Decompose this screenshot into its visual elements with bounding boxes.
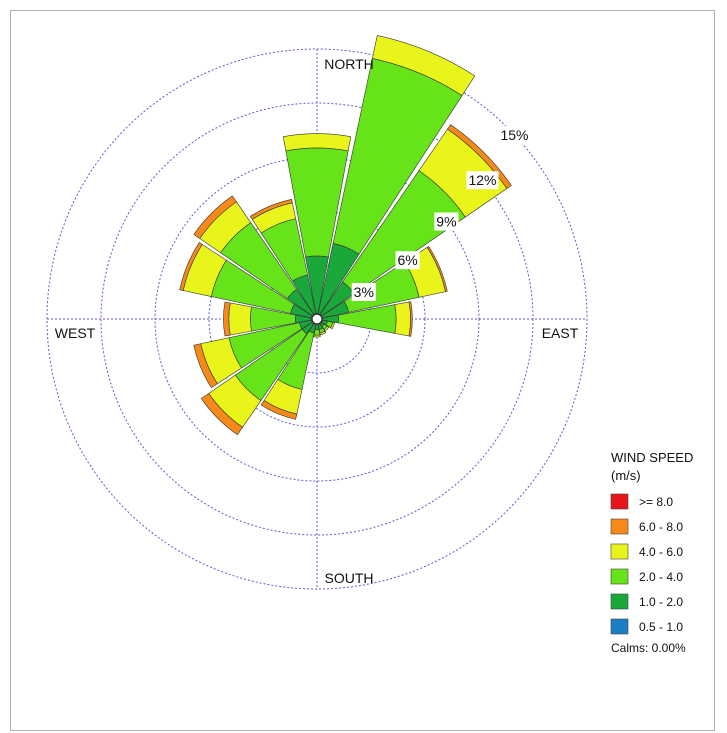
- east-label: EAST: [542, 325, 579, 341]
- west-label: WEST: [55, 325, 96, 341]
- petal-s-bin-3: [313, 334, 321, 338]
- petal-w-bin-3: [228, 302, 252, 336]
- legend-swatch-1: [610, 518, 629, 535]
- calms-label: Calms: 0.00%: [611, 641, 686, 655]
- ring-label-text-6pct: 6%: [397, 252, 417, 268]
- legend-label-1: 6.0 - 8.0: [639, 520, 683, 534]
- petal-n-bin-3: [282, 133, 352, 152]
- center-cap: [311, 313, 323, 325]
- ring-label-text-3pct: 3%: [354, 284, 374, 300]
- ring-label-9pct: 9%: [434, 212, 459, 231]
- center-hole: [311, 313, 323, 325]
- ring-labels-group: 3% 6% 9% 12% 15%: [351, 125, 531, 301]
- ring-label-3pct: 3%: [351, 283, 376, 301]
- ring-label-bg-3pct: [351, 283, 376, 301]
- ring-15pct: [46, 48, 588, 590]
- petal-ese-bin-3: [330, 322, 335, 330]
- ring-label-text-12pct: 12%: [468, 172, 496, 188]
- petal-se-bin-3: [323, 325, 330, 332]
- petal-nne-bin-3: [372, 35, 476, 96]
- petal-wsw-bin-4: [193, 343, 218, 389]
- north-label: NORTH: [324, 56, 374, 72]
- petals-group: [179, 35, 512, 436]
- legend-title-line2: (m/s): [611, 468, 641, 483]
- legend-label-4: 1.0 - 2.0: [639, 595, 683, 609]
- petal-sw-bin-4: [200, 393, 243, 436]
- legend: WIND SPEED (m/s) >= 8.0 6.0 - 8.0 4.0 - 6.…: [610, 450, 693, 655]
- legend-label-3: 2.0 - 4.0: [639, 570, 683, 584]
- petal-ssw-bin-4: [260, 400, 298, 420]
- petal-e-bin-4: [408, 301, 413, 337]
- legend-swatch-2: [610, 543, 629, 560]
- petal-s-bin-2: [313, 329, 321, 336]
- legend-label-0: >= 8.0: [639, 495, 673, 509]
- petal-sse-bin-3: [319, 330, 327, 336]
- petal-ene-bin-4: [426, 246, 448, 293]
- petal-wnw-bin-4: [179, 242, 203, 291]
- petal-nw-bin-4: [193, 195, 237, 239]
- south-label: SOUTH: [325, 570, 374, 586]
- ring-label-bg-6pct: [395, 251, 420, 270]
- legend-swatch-5: [610, 618, 629, 635]
- ring-label-6pct: 6%: [395, 251, 420, 270]
- legend-label-2: 4.0 - 6.0: [639, 545, 683, 559]
- ring-label-bg-15pct: [498, 125, 531, 144]
- petal-w-bin-4: [223, 301, 231, 337]
- legend-title-line1: WIND SPEED: [611, 450, 693, 465]
- ring-label-bg-12pct: [466, 171, 499, 190]
- legend-swatch-4: [610, 593, 629, 610]
- ring-label-15pct: 15%: [498, 125, 531, 144]
- petal-nnw-bin-4: [249, 198, 293, 220]
- ring-label-bg-9pct: [434, 212, 459, 231]
- ring-label-12pct: 12%: [466, 171, 499, 190]
- ring-label-text-15pct: 15%: [500, 127, 528, 143]
- legend-label-5: 0.5 - 1.0: [639, 620, 683, 634]
- petal-e-bin-3: [394, 301, 411, 337]
- legend-swatch-3: [610, 568, 629, 585]
- legend-items: >= 8.0 6.0 - 8.0 4.0 - 6.0 2.0 - 4.0 1.0 - 2…: [610, 493, 683, 635]
- ring-label-text-9pct: 9%: [436, 214, 456, 230]
- legend-swatch-0: [610, 493, 629, 510]
